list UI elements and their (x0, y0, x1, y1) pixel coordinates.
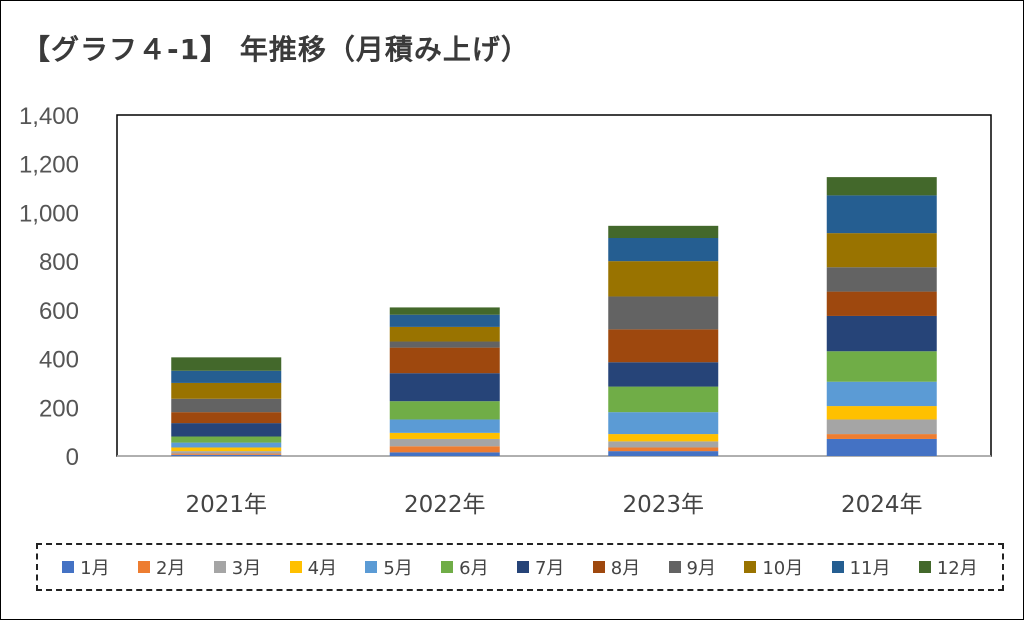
bar-segment (608, 386, 719, 413)
bar-segment (389, 307, 500, 315)
bar-segment (826, 438, 937, 456)
legend-swatch (365, 561, 378, 573)
legend-item: 11月 (831, 554, 891, 580)
bar-segment (389, 438, 500, 447)
bar-segment (826, 267, 937, 292)
legend-item: 6月 (441, 554, 489, 580)
legend-swatch (137, 561, 150, 573)
bar-segment (171, 451, 282, 454)
bar-segment (389, 326, 500, 342)
bar-segment (826, 195, 937, 234)
y-tick-label: 1,000 (19, 200, 79, 227)
stacked-bar-chart: 0 200 400 600 800 1,000 1,200 1,400 2021年 2022年 20… (19, 103, 992, 518)
bar-segment (389, 347, 500, 374)
y-tick-label: 400 (39, 347, 79, 374)
legend-label: 3月 (231, 558, 262, 579)
legend-swatch (918, 561, 931, 573)
legend-swatch (668, 561, 681, 573)
bar-segment (171, 423, 282, 437)
legend-item: 7月 (516, 554, 565, 580)
bar-segment (389, 446, 500, 453)
chart-legend: 1月 2月 3月 4月 5月 6月 7月 8月 9月 10月 11月 12月 (36, 543, 1004, 591)
bar-segment (608, 225, 719, 239)
legend-swatch (62, 561, 75, 573)
legend-label: 12月 (936, 558, 978, 579)
bar-segment (826, 381, 937, 407)
legend-label: 2月 (155, 558, 186, 579)
bar-segment (826, 419, 937, 435)
bar-segment (389, 401, 500, 420)
legend-item: 12月 (918, 554, 978, 580)
legend-swatch (289, 561, 302, 573)
legend-item: 1月 (62, 554, 110, 580)
bar-segment (608, 362, 719, 387)
legend-label: 9月 (686, 558, 716, 579)
bar-segment (389, 373, 500, 402)
bar-segment (171, 382, 282, 399)
y-tick-label: 1,200 (19, 152, 79, 179)
legend-item: 10月 (744, 554, 803, 580)
bar-segment (608, 441, 719, 448)
bar-segment (171, 357, 282, 371)
y-tick-label: 0 (66, 444, 79, 471)
bar-segment (608, 261, 719, 297)
legend-label: 1月 (80, 558, 110, 579)
legend-item: 8月 (592, 554, 641, 580)
legend-item: 3月 (213, 554, 262, 580)
legend-item: 4月 (289, 554, 338, 580)
bar-segment (171, 447, 282, 452)
legend-label: 4月 (307, 558, 338, 579)
y-tick-label: 1,400 (19, 103, 79, 130)
bar-segment (171, 412, 282, 424)
bar-segment (608, 238, 719, 262)
y-tick-label: 800 (39, 249, 79, 276)
legend-label: 7月 (534, 558, 565, 579)
legend-swatch (744, 561, 757, 573)
bar-segment (608, 329, 719, 363)
bar-segment (826, 291, 937, 316)
bar-segment (608, 451, 719, 456)
bar-segment (389, 314, 500, 327)
bar-segment (608, 447, 719, 452)
bar-segment (171, 398, 282, 413)
x-tick-label: 2024年 (841, 492, 923, 518)
bar-segment (608, 434, 719, 442)
legend-item: 5月 (365, 554, 413, 580)
bar-segment (826, 177, 937, 196)
legend-item: 9月 (668, 554, 716, 580)
bar-segment (389, 419, 500, 433)
bar-segment (171, 436, 282, 443)
x-tick-label: 2021年 (185, 492, 267, 518)
legend-label: 10月 (762, 558, 804, 579)
legend-label: 11月 (849, 558, 891, 579)
legend-item: 2月 (137, 554, 186, 580)
bar-segment (608, 412, 719, 435)
bar-segment (826, 233, 937, 268)
legend-swatch (831, 561, 844, 573)
bar-segment (171, 454, 282, 456)
bar-segment (389, 452, 500, 456)
bar-segment (826, 351, 937, 382)
bar-segment (826, 315, 937, 352)
legend-swatch (213, 561, 226, 573)
bar-segment (389, 432, 500, 439)
legend-label: 8月 (610, 558, 641, 579)
legend-swatch (441, 561, 454, 573)
bar-segment (389, 341, 500, 348)
legend-swatch (592, 561, 605, 573)
bar-segment (171, 370, 282, 383)
x-tick-label: 2023年 (622, 492, 704, 518)
bar-segment (171, 442, 282, 448)
legend-swatch (516, 561, 529, 573)
bar-segment (826, 434, 937, 439)
bar-segment (608, 296, 719, 330)
y-tick-label: 200 (39, 395, 79, 422)
bar-segment (171, 453, 282, 455)
legend-label: 5月 (383, 558, 413, 579)
y-tick-label: 600 (39, 298, 79, 325)
legend-label: 6月 (459, 558, 489, 579)
x-tick-label: 2022年 (404, 492, 486, 518)
bar-segment (826, 406, 937, 420)
chart-title: 【グラフ４-1】 年推移（月積み上げ） (22, 33, 530, 66)
